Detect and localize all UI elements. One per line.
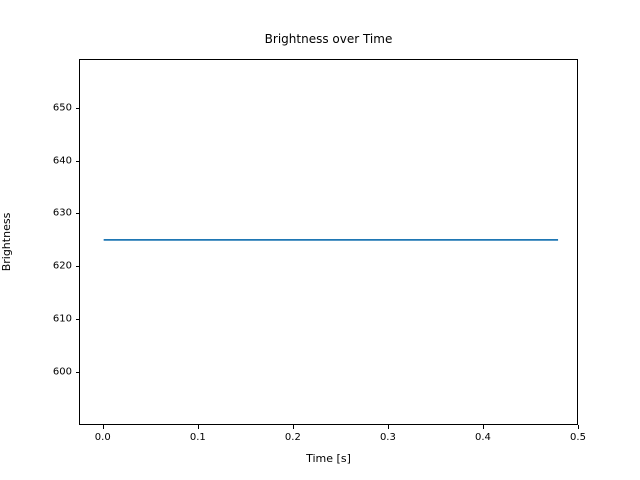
y-tick-label: 610: [52, 313, 72, 325]
x-tick-mark: [482, 425, 484, 429]
x-axis-ticks: 0.0 0.1 0.2 0.3 0.4 0.5: [79, 425, 586, 449]
y-tick-mark: [75, 107, 79, 109]
x-tick-mark: [102, 425, 104, 429]
x-tick-mark: [387, 425, 389, 429]
y-tick-label: 650: [52, 102, 72, 114]
x-tick-label: 0.1: [189, 432, 206, 443]
x-tick-mark: [197, 425, 199, 429]
y-tick-mark: [75, 266, 79, 268]
y-tick-mark: [75, 319, 79, 321]
x-tick-label: 0.4: [474, 432, 491, 443]
y-tick-label: 630: [52, 207, 72, 219]
x-axis-label: Time [s]: [306, 452, 351, 465]
y-axis-label: Brightness: [0, 212, 13, 272]
x-tick-label: 0.5: [570, 432, 586, 443]
x-tick-mark: [578, 425, 579, 429]
x-tick-mark: [292, 425, 294, 429]
y-tick-mark: [75, 160, 79, 162]
y-tick-label: 640: [52, 155, 72, 167]
y-tick-mark: [75, 213, 79, 215]
x-tick-label: 0.2: [284, 432, 301, 443]
y-tick-label: 620: [52, 260, 72, 272]
x-tick-label: 0.0: [94, 432, 111, 443]
y-tick-mark: [75, 372, 79, 374]
y-tick-label: 600: [52, 366, 72, 378]
chart-title: Brightness over Time: [264, 32, 393, 46]
data-line-layer: [103, 238, 559, 241]
plot-area: [79, 59, 578, 425]
x-tick-label: 0.3: [379, 432, 396, 443]
